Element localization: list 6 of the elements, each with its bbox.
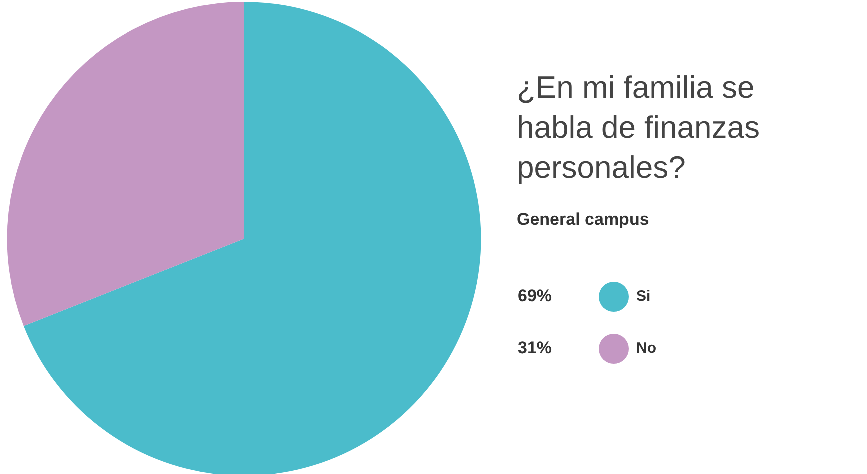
legend-label: Si [636, 288, 651, 306]
legend-label: No [636, 340, 656, 358]
data-label: 69% [518, 286, 552, 306]
text: General campus [517, 210, 650, 230]
data-label: 31% [518, 338, 552, 358]
text: ¿En mi familia se habla de finanzas personales? [517, 69, 762, 187]
